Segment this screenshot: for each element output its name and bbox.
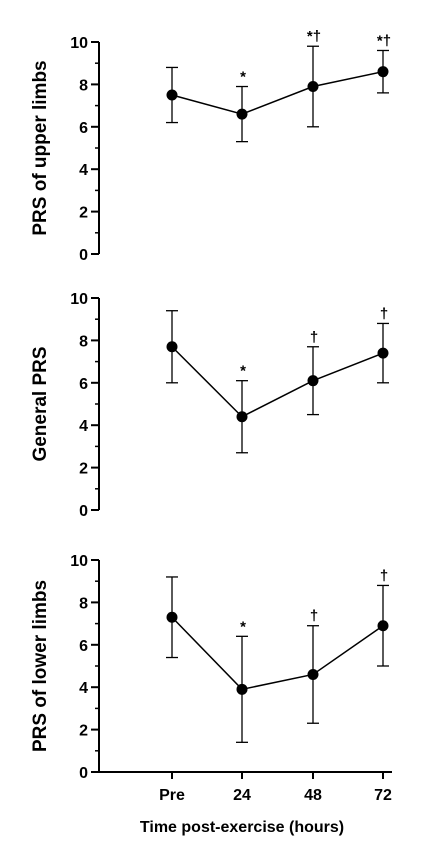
significance-mark: *† [377, 32, 391, 49]
data-point [236, 108, 248, 120]
data-point [236, 411, 248, 423]
panel-1: 0 2 4 6 8 10 PRS of upper limbs * *† *† [30, 28, 391, 264]
panel-2: 0 2 4 6 8 10 General PRS * † † [30, 291, 389, 520]
series-line [171, 70, 384, 115]
significance-mark: † [310, 608, 318, 625]
y-tick-label: 0 [79, 503, 88, 520]
x-tick-label: 48 [304, 787, 322, 804]
y-axis-label: PRS of lower limbs [30, 580, 51, 752]
y-tick-label: 4 [79, 418, 88, 435]
y-axis-label: General PRS [30, 346, 51, 461]
y-tick-label: 10 [70, 553, 88, 570]
data-point [377, 620, 389, 632]
data-point [166, 89, 178, 101]
y-tick-label: 6 [79, 376, 88, 393]
y-tick-label: 2 [79, 205, 88, 222]
significance-mark: * [240, 618, 246, 635]
significance-mark: * [240, 363, 246, 380]
y-tick-label: 2 [79, 723, 88, 740]
significance-mark: * [240, 69, 246, 86]
significance-mark: † [380, 305, 388, 322]
x-tick-label: Pre [159, 787, 185, 804]
data-point [307, 375, 319, 387]
data-point [377, 66, 389, 78]
significance-mark: † [310, 329, 318, 346]
y-axis-label: PRS of upper limbs [30, 60, 51, 235]
y-tick-label: 10 [70, 291, 88, 308]
data-point [307, 81, 319, 93]
data-point [307, 668, 319, 680]
y-tick-label: 8 [79, 333, 88, 350]
y-tick-label: 4 [79, 162, 88, 179]
significance-mark: † [380, 567, 388, 584]
x-axis-label: Time post-exercise (hours) [140, 819, 344, 836]
x-tick-label: 24 [233, 787, 251, 804]
y-tick-label: 6 [79, 120, 88, 137]
data-point [166, 611, 178, 623]
significance-mark: *† [307, 28, 321, 45]
y-tick-label: 10 [70, 35, 88, 52]
data-point [377, 347, 389, 359]
series-line [171, 616, 384, 691]
y-tick-label: 8 [79, 77, 88, 94]
y-tick-label: 4 [79, 680, 88, 697]
series-line [171, 346, 384, 418]
y-tick-label: 6 [79, 638, 88, 655]
data-point [166, 341, 178, 353]
y-tick-label: 8 [79, 595, 88, 612]
y-tick-label: 0 [79, 247, 88, 264]
data-point [236, 683, 248, 695]
x-tick-label: 72 [374, 787, 392, 804]
y-tick-label: 2 [79, 461, 88, 478]
y-tick-label: 0 [79, 765, 88, 782]
